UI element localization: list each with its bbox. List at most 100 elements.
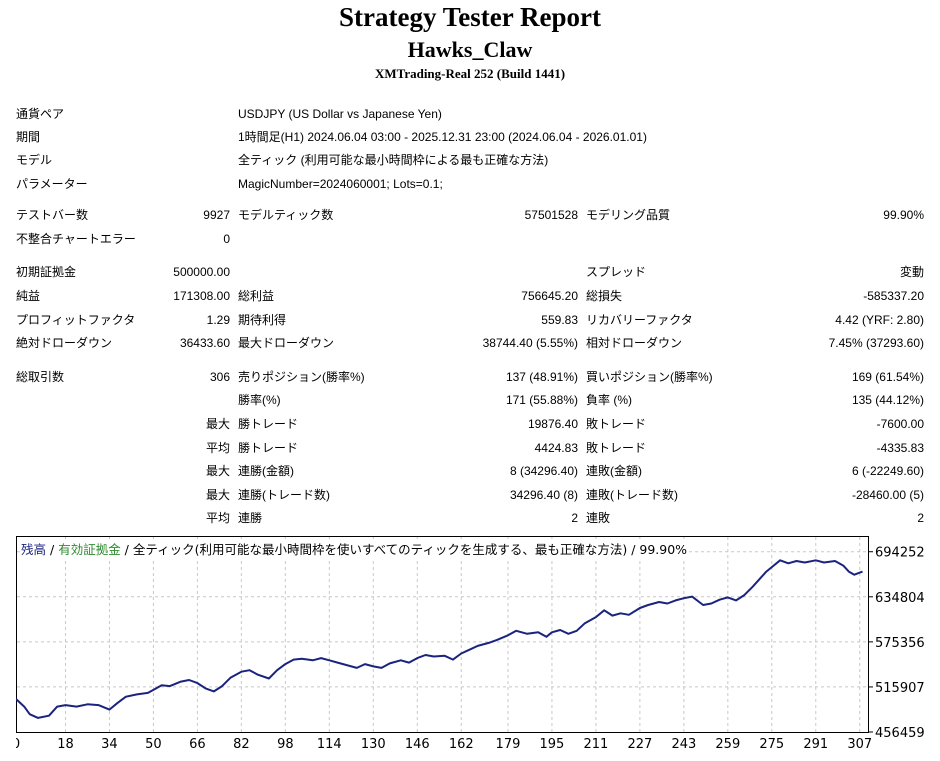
average-loss-value: -4335.83 — [876, 441, 924, 455]
gross-profit-label: 総利益 — [238, 289, 275, 303]
max-cons-loss-amount-label: 連敗(トレード数) — [586, 488, 678, 502]
profit-factor-label: プロフィットファクタ — [16, 313, 136, 327]
max-cons-profit-value: 34296.40 (8) — [509, 488, 578, 502]
recovery-factor-value: 4.42 (YRF: 2.80) — [835, 313, 924, 327]
bars-label: テストバー数 — [16, 208, 89, 222]
average-loss-label: 敗トレード — [586, 441, 647, 455]
server-build: XMTrading-Real 252 (Build 1441) — [374, 66, 566, 81]
largest-loss-label: 敗トレード — [586, 417, 647, 431]
x-tick-label: 114 — [317, 737, 342, 752]
expected-payoff-value: 559.83 — [541, 313, 578, 327]
symbol-label: 通貨ペア — [16, 107, 65, 121]
gross-loss-value: -585337.20 — [863, 289, 924, 303]
net-profit-label: 純益 — [16, 289, 41, 303]
legend-sep: / — [46, 542, 59, 557]
profit-trades-value: 171 (55.88%) — [505, 393, 578, 407]
legend-balance: 残高 — [21, 542, 47, 557]
y-tick-label: 456459 — [875, 726, 925, 741]
x-tick-label: 98 — [277, 737, 294, 752]
short-positions-value: 137 (48.91%) — [505, 370, 578, 384]
balance-chart: 0 18 34 50 66 82 98 114 130 146 162 179 195 211 227 243… — [16, 536, 925, 752]
max-cons-wins-label: 連勝(金額) — [238, 464, 294, 478]
spread-value: 変動 — [899, 265, 924, 279]
x-tick-label: 146 — [405, 737, 430, 752]
total-trades-value: 306 — [209, 370, 230, 384]
absolute-drawdown-label: 絶対ドローダウン — [16, 336, 113, 350]
profit-factor-value: 1.29 — [206, 313, 230, 327]
average-win-label: 勝トレード — [238, 441, 299, 455]
legend-equity: 有効証拠金 — [58, 542, 121, 557]
average-win-value: 4424.83 — [534, 441, 578, 455]
expert-name: Hawks_Claw — [407, 37, 533, 62]
x-tick-label: 0 — [16, 737, 20, 752]
relative-drawdown-value: 7.45% (37293.60) — [828, 336, 924, 350]
x-tick-label: 227 — [627, 737, 652, 752]
largest-loss-value: -7600.00 — [876, 417, 924, 431]
expected-payoff-label: 期待利得 — [238, 313, 287, 327]
avg-cons-losses-value: 2 — [917, 511, 924, 525]
maximal-drawdown-value: 38744.40 (5.55%) — [482, 336, 578, 350]
net-profit-value: 171308.00 — [173, 289, 230, 303]
relative-drawdown-label: 相対ドローダウン — [586, 336, 683, 350]
ticks-label: モデルティック数 — [238, 208, 334, 222]
short-positions-label: 売りポジション(勝率%) — [238, 370, 365, 384]
deposit-value: 500000.00 — [173, 265, 230, 279]
x-tick-label: 243 — [671, 737, 696, 752]
recovery-factor-label: リカバリーファクタ — [586, 313, 693, 327]
loss-trades-value: 135 (44.12%) — [851, 393, 924, 407]
quality-label: モデリング品質 — [586, 208, 671, 222]
model-value: 全ティック (利用可能な最小時間枠による最も正確な方法) — [238, 153, 549, 167]
max-cons-wins-value: 8 (34296.40) — [509, 464, 578, 478]
x-tick-label: 195 — [540, 737, 565, 752]
max-cons-loss-amount-value: -28460.00 (5) — [851, 488, 924, 502]
x-tick-label: 179 — [496, 737, 521, 752]
long-positions-value: 169 (61.54%) — [851, 370, 924, 384]
period-label: 期間 — [16, 130, 41, 144]
x-tick-label: 82 — [233, 737, 250, 752]
mismatch-value: 0 — [223, 232, 230, 246]
x-tick-label: 130 — [361, 737, 386, 752]
bars-value: 9927 — [203, 208, 230, 222]
largest-prefix: 最大 — [205, 417, 230, 431]
max-cons-losses-value: 6 (-22249.60) — [851, 464, 924, 478]
x-tick-label: 66 — [189, 737, 206, 752]
mismatch-label: 不整合チャートエラー — [16, 232, 136, 246]
avg-cons-losses-label: 連敗 — [586, 511, 611, 525]
y-tick-label: 634804 — [875, 591, 925, 606]
params-value: MagicNumber=2024060001; Lots=0.1; — [238, 177, 443, 191]
average-prefix: 平均 — [205, 441, 230, 455]
avg-cons-wins-label: 連勝 — [238, 511, 263, 525]
max-cons-count-prefix: 最大 — [205, 488, 230, 502]
avg-cons-wins-value: 2 — [571, 511, 578, 525]
deposit-label: 初期証拠金 — [16, 265, 77, 279]
max-cons-profit-label: 連勝(トレード数) — [238, 488, 330, 502]
quality-value: 99.90% — [883, 208, 924, 222]
legend-model: / 全ティック(利用可能な最小時間枠を使いすべてのティックを生成する、最も正確な… — [120, 542, 688, 557]
x-tick-label: 50 — [145, 737, 162, 752]
model-label: モデル — [16, 153, 53, 167]
gross-loss-label: 総損失 — [586, 289, 623, 303]
x-tick-label: 259 — [715, 737, 740, 752]
balance-line — [16, 559, 863, 719]
spread-label: スプレッド — [586, 265, 647, 279]
x-tick-label: 162 — [449, 737, 474, 752]
long-positions-label: 買いポジション(勝率%) — [586, 370, 713, 384]
y-tick-label: 515907 — [875, 681, 925, 696]
report-title: Strategy Tester Report — [339, 2, 601, 32]
largest-win-value: 19876.40 — [527, 417, 578, 431]
max-cons-losses-label: 連敗(金額) — [586, 464, 642, 478]
largest-win-label: 勝トレード — [238, 417, 299, 431]
avg-cons-prefix: 平均 — [205, 511, 230, 525]
x-tick-label: 291 — [803, 737, 828, 752]
x-tick-label: 307 — [847, 737, 872, 752]
absolute-drawdown-value: 36433.60 — [179, 336, 230, 350]
ticks-value: 57501528 — [524, 208, 578, 222]
x-tick-label: 211 — [583, 737, 608, 752]
params-label: パラメーター — [16, 177, 88, 191]
y-tick-label: 575356 — [875, 636, 925, 651]
y-tick-label: 694252 — [875, 546, 925, 561]
period-value: 1時間足(H1) 2024.06.04 03:00 - 2025.12.31 2… — [238, 130, 647, 144]
x-tick-label: 18 — [57, 737, 74, 752]
x-tick-label: 275 — [759, 737, 784, 752]
maximal-drawdown-label: 最大ドローダウン — [238, 336, 335, 350]
